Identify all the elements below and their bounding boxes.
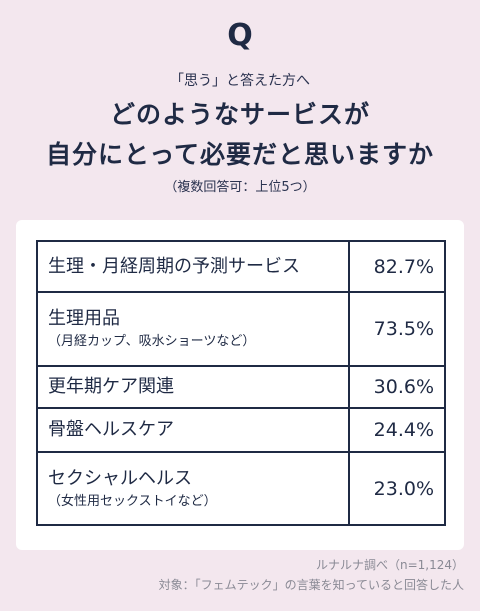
question-mark-heading: Q	[227, 18, 253, 53]
results-table: 生理・月経周期の予測サービス 82.7% 生理用品 （月経カップ、吸水ショーツな…	[36, 240, 446, 526]
result-sublabel: （女性用セックストイなど）	[48, 493, 217, 509]
result-label-cell: 生理・月経周期の予測サービス	[36, 240, 350, 293]
result-label-cell: 生理用品 （月経カップ、吸水ショーツなど）	[36, 291, 350, 367]
survey-target-note: 対象：「フェムテック」の言葉を知っていると回答した人	[158, 578, 464, 592]
result-row: 生理用品 （月経カップ、吸水ショーツなど） 73.5%	[36, 291, 446, 367]
result-percent: 30.6%	[348, 365, 446, 409]
question-headline-line-2: 自分にとって必要だと思いますか	[45, 140, 434, 169]
survey-source: ルナルナ調べ（n=1,124）	[315, 558, 464, 572]
question-subtitle: 「思う」と答えた方へ	[170, 73, 310, 89]
result-row: 骨盤ヘルスケア 24.4%	[36, 407, 446, 453]
result-percent: 24.4%	[348, 407, 446, 453]
result-percent: 23.0%	[348, 451, 446, 526]
question-headline-line-1: どのようなサービスが	[109, 100, 370, 129]
result-label: 更年期ケア関連	[48, 376, 174, 397]
result-percent: 73.5%	[348, 291, 446, 367]
result-label-cell: 骨盤ヘルスケア	[36, 407, 350, 453]
result-row: 更年期ケア関連 30.6%	[36, 365, 446, 409]
result-row: セクシャルヘルス （女性用セックストイなど） 23.0%	[36, 451, 446, 526]
result-sublabel: （月経カップ、吸水ショーツなど）	[48, 334, 256, 349]
result-percent: 82.7%	[348, 240, 446, 293]
result-label: 生理用品	[48, 308, 120, 329]
result-label: 骨盤ヘルスケア	[48, 419, 174, 440]
result-label-cell: セクシャルヘルス （女性用セックストイなど）	[36, 451, 350, 526]
result-label: 生理・月経周期の予測サービス	[48, 255, 300, 277]
result-label: セクシャルヘルス	[48, 467, 192, 489]
answer-note: （複数回答可：上位5つ）	[164, 180, 316, 195]
result-row: 生理・月経周期の予測サービス 82.7%	[36, 240, 446, 293]
result-label-cell: 更年期ケア関連	[36, 365, 350, 409]
